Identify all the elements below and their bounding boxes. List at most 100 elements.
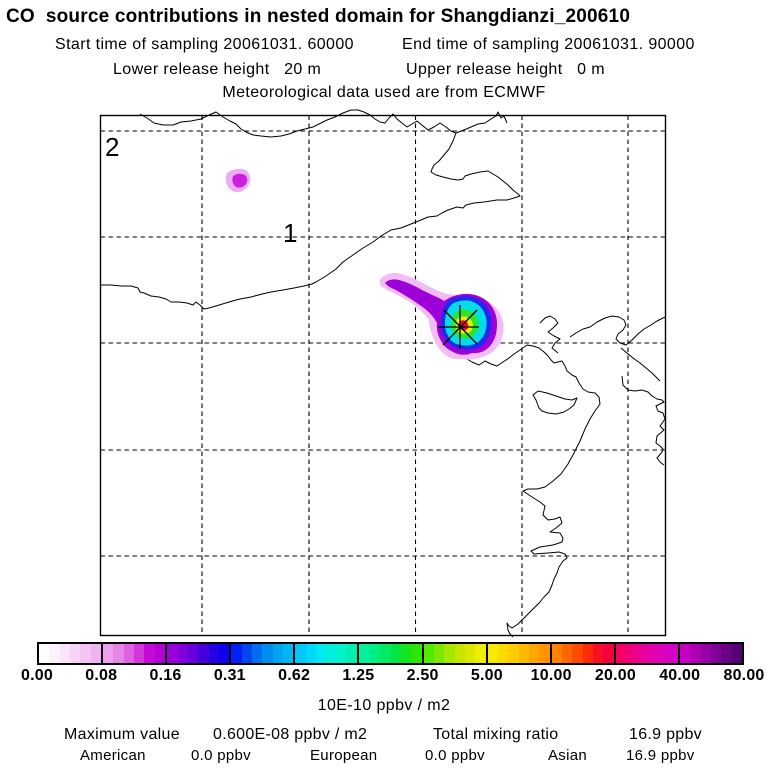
colorbar-cell [218,644,230,663]
origin-name: European [310,747,378,764]
colorbar-cell [518,644,530,663]
colorbar-cell [411,644,422,663]
maximum-value-label: Maximum value [64,726,180,743]
colorbar-cell [400,644,412,663]
colorbar-tick-label: 5.00 [470,667,503,684]
colorbar-cell [390,644,401,663]
grid-label-1: 1 [283,218,297,248]
colorbar [37,642,744,665]
colorbar-cell [251,644,263,663]
colorbar-tick-label: 0.16 [149,667,182,684]
colorbar-tick-label: 1.25 [342,667,375,684]
colorbar-cell [347,644,358,663]
source-location-marker [438,305,479,349]
colorbar-segment [167,644,232,663]
total-mixing-ratio-value: 16.9 ppbv [629,726,702,743]
total-mixing-ratio-label: Total mixing ratio [433,726,559,743]
colorbar-segment [295,644,360,663]
colorbar-cell [615,644,627,663]
colorbar-cell [667,644,678,663]
colorbar-cell [113,644,124,663]
colorbar-tick-label: 2.50 [406,667,439,684]
colorbar-cell [539,644,550,663]
colorbar-cell [380,644,391,663]
colorbar-cell [710,644,722,663]
colorbar-cell [657,644,668,663]
colorbar-segment [39,644,104,663]
colorbar-unit-label: 10E-10 ppbv / m2 [317,697,451,714]
colorbar-tick-label: 0.00 [21,667,53,684]
colorbar-segment [551,644,616,663]
colorbar-cell [59,644,71,663]
figure-title: CO source contributions in nested domain… [6,6,631,27]
grid-label-2: 2 [105,132,119,162]
end-time-label: End time of sampling 20061031. 90000 [402,36,695,53]
map-frame [99,114,667,637]
colorbar-cell [272,644,283,663]
colorbar-cell [690,644,701,663]
origin-name: Asian [548,747,588,764]
colorbar-cell [305,644,317,663]
colorbar-cell [39,644,50,663]
colorbar-cell [582,644,594,663]
colorbar-cell [134,644,145,663]
colorbar-cell [551,644,563,663]
met-data-label: Meteorological data used are from ECMWF [222,84,546,101]
coastline-path [454,344,601,638]
colorbar-tick-label: 40.00 [659,667,701,684]
coastline-path [539,315,561,354]
colorbar-cell [336,644,348,663]
coastline-path [620,347,661,382]
colorbar-cell [508,644,519,663]
maximum-value: 0.600E-08 ppbv / m2 [213,726,368,743]
colorbar-segment [359,644,424,663]
colorbar-cell [198,644,209,663]
origin-value: 0.0 ppbv [425,747,485,764]
colorbar-cell [369,644,381,663]
colorbar-cell [603,644,614,663]
coastline-path [569,315,667,346]
colorbar-cell [593,644,604,663]
coastlines [101,109,667,638]
colorbar-cell [90,644,102,663]
colorbar-cell [423,644,434,663]
lower-release-label: Lower release height 20 m [113,61,322,78]
colorbar-tick-label: 20.00 [594,667,636,684]
colorbar-cell [433,644,445,663]
marker-ray [442,309,478,346]
origin-value: 16.9 ppbv [626,747,695,764]
colorbar-cell [475,644,486,663]
coastline-path [532,390,578,415]
colorbar-tick-label: 0.62 [278,667,311,684]
origin-value: 0.0 ppbv [191,747,251,764]
colorbar-cell [646,644,658,663]
colorbar-segment [423,644,488,663]
colorbar-cell [262,644,273,663]
colorbar-segment [615,644,680,663]
colorbar-cell [721,644,732,663]
colorbar-cell [167,644,178,663]
graticule [100,115,666,636]
colorbar-segment [679,644,742,663]
colorbar-cell [626,644,637,663]
colorbar-cell [241,644,252,663]
colorbar-segment [231,644,296,663]
colorbar-tick-label: 0.31 [213,667,246,684]
colorbar-cell [359,644,370,663]
colorbar-cell [154,644,166,663]
colorbar-cell [731,644,742,663]
colorbar-cell [487,644,498,663]
colorbar-cell [103,644,114,663]
colorbar-cell [208,644,219,663]
colorbar-cell [70,644,81,663]
colorbar-segment [487,644,552,663]
colorbar-segment [103,644,168,663]
colorbar-cell [562,644,573,663]
colorbar-cell [529,644,540,663]
colorbar-tick-label: 0.08 [85,667,118,684]
colorbar-cell [700,644,711,663]
colorbar-cell [177,644,188,663]
colorbar-cell [80,644,91,663]
